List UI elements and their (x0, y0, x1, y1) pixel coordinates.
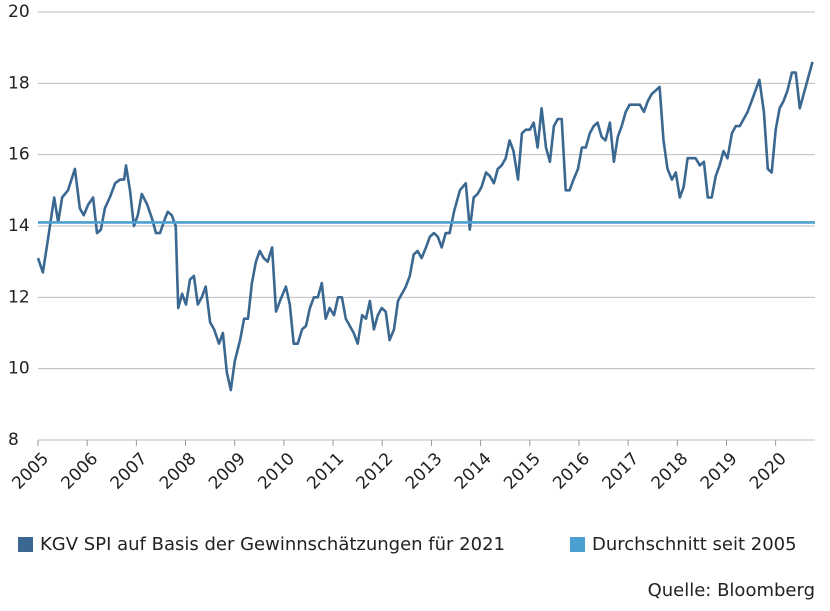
x-tick-label: 2016 (549, 449, 594, 494)
x-tick-label: 2012 (353, 449, 398, 494)
source: Quelle: Bloomberg (648, 580, 815, 601)
x-tick-label: 2013 (402, 449, 447, 494)
legend-label: Durchschnitt seit 2005 (592, 534, 797, 555)
x-tick-label: 2006 (58, 449, 103, 494)
x-tick-label: 2005 (8, 449, 53, 494)
x-tick-label: 2018 (648, 449, 693, 494)
x-tick-label: 2015 (500, 449, 545, 494)
x-tick-label: 2020 (746, 449, 791, 494)
y-tick-label: 18 (8, 73, 30, 93)
legend-swatch (18, 537, 33, 552)
x-tick-label: 2010 (254, 449, 299, 494)
y-tick-label: 8 (8, 430, 19, 450)
x-tick-label: 2007 (107, 449, 152, 494)
y-tick-label: 10 (8, 359, 30, 379)
x-tick-label: 2017 (598, 449, 643, 494)
x-tick-label: 2008 (156, 449, 201, 494)
legend-swatch (570, 537, 585, 552)
legend-label: KGV SPI auf Basis der Gewinnschätzungen … (40, 534, 505, 555)
y-tick-label: 14 (8, 216, 30, 236)
series-line (36, 61, 814, 392)
x-tick-label: 2011 (303, 449, 348, 494)
y-tick-label: 20 (8, 2, 30, 22)
x-tick-label: 2019 (697, 449, 742, 494)
x-tick-label: 2014 (451, 449, 496, 494)
y-tick-label: 12 (8, 287, 30, 307)
x-tick-label: 2009 (205, 449, 250, 494)
y-tick-label: 16 (8, 145, 30, 165)
